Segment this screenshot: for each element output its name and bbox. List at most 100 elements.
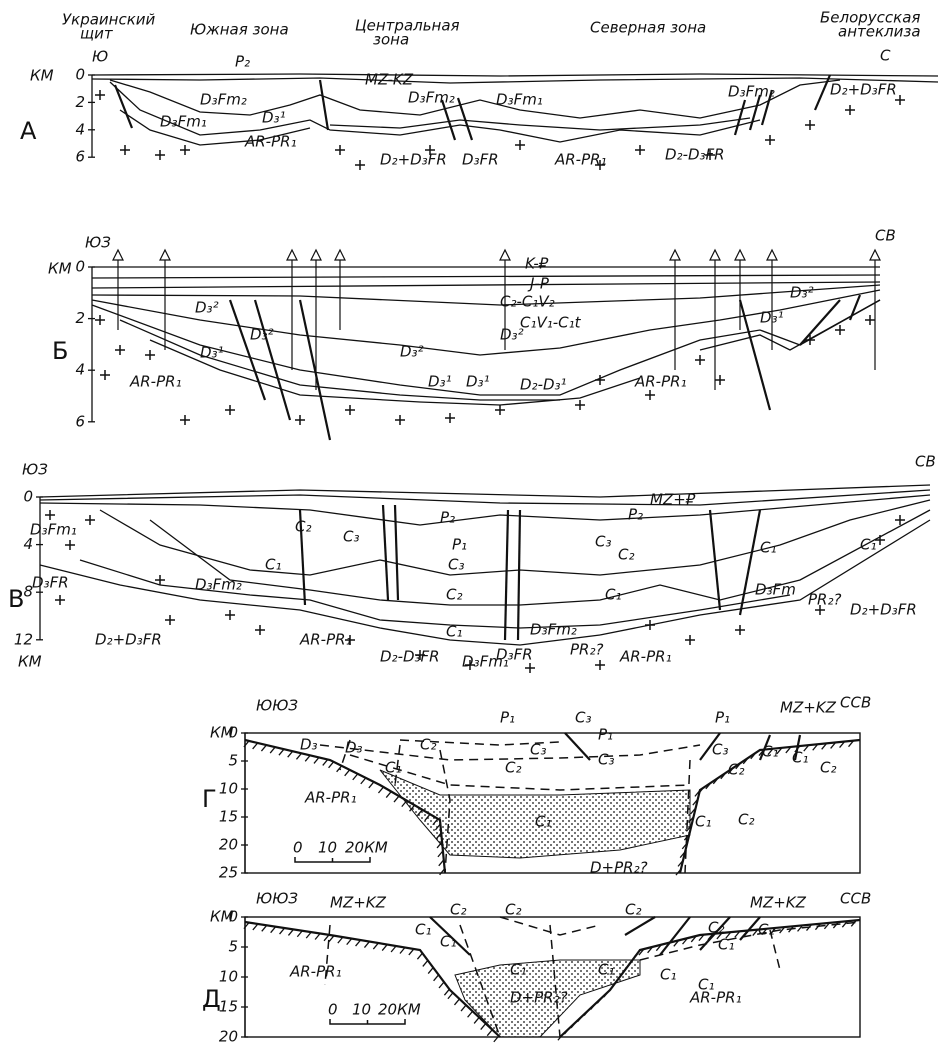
depth-tick-label: 2 — [75, 93, 85, 111]
unit-label: D₃² — [250, 326, 274, 344]
unit-label: C₃ — [530, 741, 547, 759]
basement-sign — [145, 350, 155, 360]
fault — [395, 505, 398, 600]
unit-label: D₃Fm₂ — [200, 91, 247, 109]
unit-label: D₃² — [500, 326, 524, 344]
unit-label: C₁ — [440, 933, 457, 951]
unit-label: C₂ — [420, 736, 437, 754]
basement-sign — [295, 415, 305, 425]
direction-left: Ю — [92, 48, 108, 66]
basement-sign — [715, 375, 725, 385]
unit-label: C₂ — [728, 761, 745, 779]
well-head — [335, 250, 345, 260]
depth-tick-label: 5 — [228, 752, 238, 770]
layer-line — [40, 485, 930, 497]
fault — [300, 300, 330, 440]
unit-label: D₃Fm₂ — [728, 83, 775, 101]
basement-sign — [805, 120, 815, 130]
unit-label: D₃Fm₁ — [160, 113, 207, 131]
basement-sign — [45, 510, 55, 520]
unit-label: C₃ — [575, 709, 592, 727]
unit-label: C₁V₁-C₁t — [520, 314, 582, 332]
unit-label: C₂ — [505, 759, 522, 777]
unit-label: D₃Fm — [755, 581, 796, 599]
well-head — [767, 250, 777, 260]
unit-label: C₁ — [605, 586, 622, 604]
unit-label: C₂ — [295, 518, 312, 536]
depth-tick-label: 15 — [219, 998, 238, 1016]
unit-label: C₁ — [860, 536, 877, 554]
well-head — [735, 250, 745, 260]
unit-label: D₂-D₃FR — [380, 648, 440, 666]
fault — [850, 295, 860, 320]
layer-line — [40, 490, 930, 505]
fault — [565, 733, 590, 760]
basement-sign — [495, 405, 505, 415]
unit-label: D₃Fm₁ — [30, 521, 77, 539]
basement-sign — [345, 405, 355, 415]
hatch — [439, 982, 444, 988]
hatch — [461, 1005, 466, 1011]
zone-name: Южная зона — [190, 21, 289, 39]
unit-label: C₁ — [385, 759, 402, 777]
depth-tick-label: 5 — [228, 938, 238, 956]
unit-label: J-P — [527, 275, 550, 293]
fault — [320, 80, 328, 130]
depth-tick-label: 0 — [75, 66, 85, 84]
unit-label: D₃FR — [496, 646, 533, 664]
well-head — [670, 250, 680, 260]
unit-label: C₁ — [535, 813, 552, 831]
basement-sign — [120, 145, 130, 155]
zone-name: антеклиза — [838, 23, 921, 41]
basement-sign — [835, 325, 845, 335]
hatch — [417, 953, 422, 959]
basement-sign — [225, 610, 235, 620]
fault — [625, 917, 655, 935]
unit-label: C₁ — [265, 556, 282, 574]
unit-label: C₁ — [718, 936, 735, 954]
unit-label: C₃ — [448, 556, 465, 574]
depth-tick-label: 0 — [23, 488, 33, 506]
unit-label: D₃Fm₂ — [530, 621, 577, 639]
unit-label: P₂ — [628, 506, 643, 524]
fault — [740, 917, 760, 940]
unit-label: C₂ — [708, 919, 725, 937]
basement-sign — [100, 370, 110, 380]
hatch — [468, 1011, 473, 1017]
direction-right: С — [880, 47, 891, 65]
unit-label: D₃Fm₂ — [408, 89, 455, 107]
unit-label: C₂ — [738, 811, 755, 829]
basement-sign — [575, 400, 585, 410]
basement-sign — [865, 315, 875, 325]
unit-label: C₁ — [698, 976, 715, 994]
section-letter: Б — [52, 337, 68, 365]
unit-label: C₂-C₁V₂ — [500, 293, 555, 311]
basement-sign — [225, 405, 235, 415]
well-head — [311, 250, 321, 260]
direction-left: ЮЗ — [22, 461, 48, 479]
depth-tick-label: 15 — [219, 808, 238, 826]
layer-line — [92, 74, 938, 76]
layer-line — [330, 118, 750, 130]
unit-label: C₃ — [343, 528, 360, 546]
zone-name: зона — [373, 31, 409, 49]
fault — [505, 510, 508, 640]
unit-label: D₃² — [400, 343, 424, 361]
depth-unit: КМ — [48, 260, 72, 278]
unit-label: D₃FR — [32, 574, 69, 592]
unit-label: C₂ — [625, 901, 642, 919]
hatch — [481, 1024, 486, 1030]
unit-label: C₁ — [415, 921, 432, 939]
unit-label: PR₂? — [570, 641, 603, 659]
fault — [383, 505, 388, 600]
unit-label: C₂ — [505, 901, 522, 919]
depth-tick-label: 0 — [228, 908, 238, 926]
geologic-sections: УкраинскийщитЮжная зонаЦентральнаязонаСе… — [0, 0, 938, 1046]
direction-right: ССВ — [840, 890, 871, 908]
well-head — [113, 250, 123, 260]
basement-sign — [895, 515, 905, 525]
hatch — [394, 796, 399, 802]
hatch — [448, 993, 453, 999]
basement-sign — [875, 535, 885, 545]
scale-bar — [330, 1019, 405, 1024]
